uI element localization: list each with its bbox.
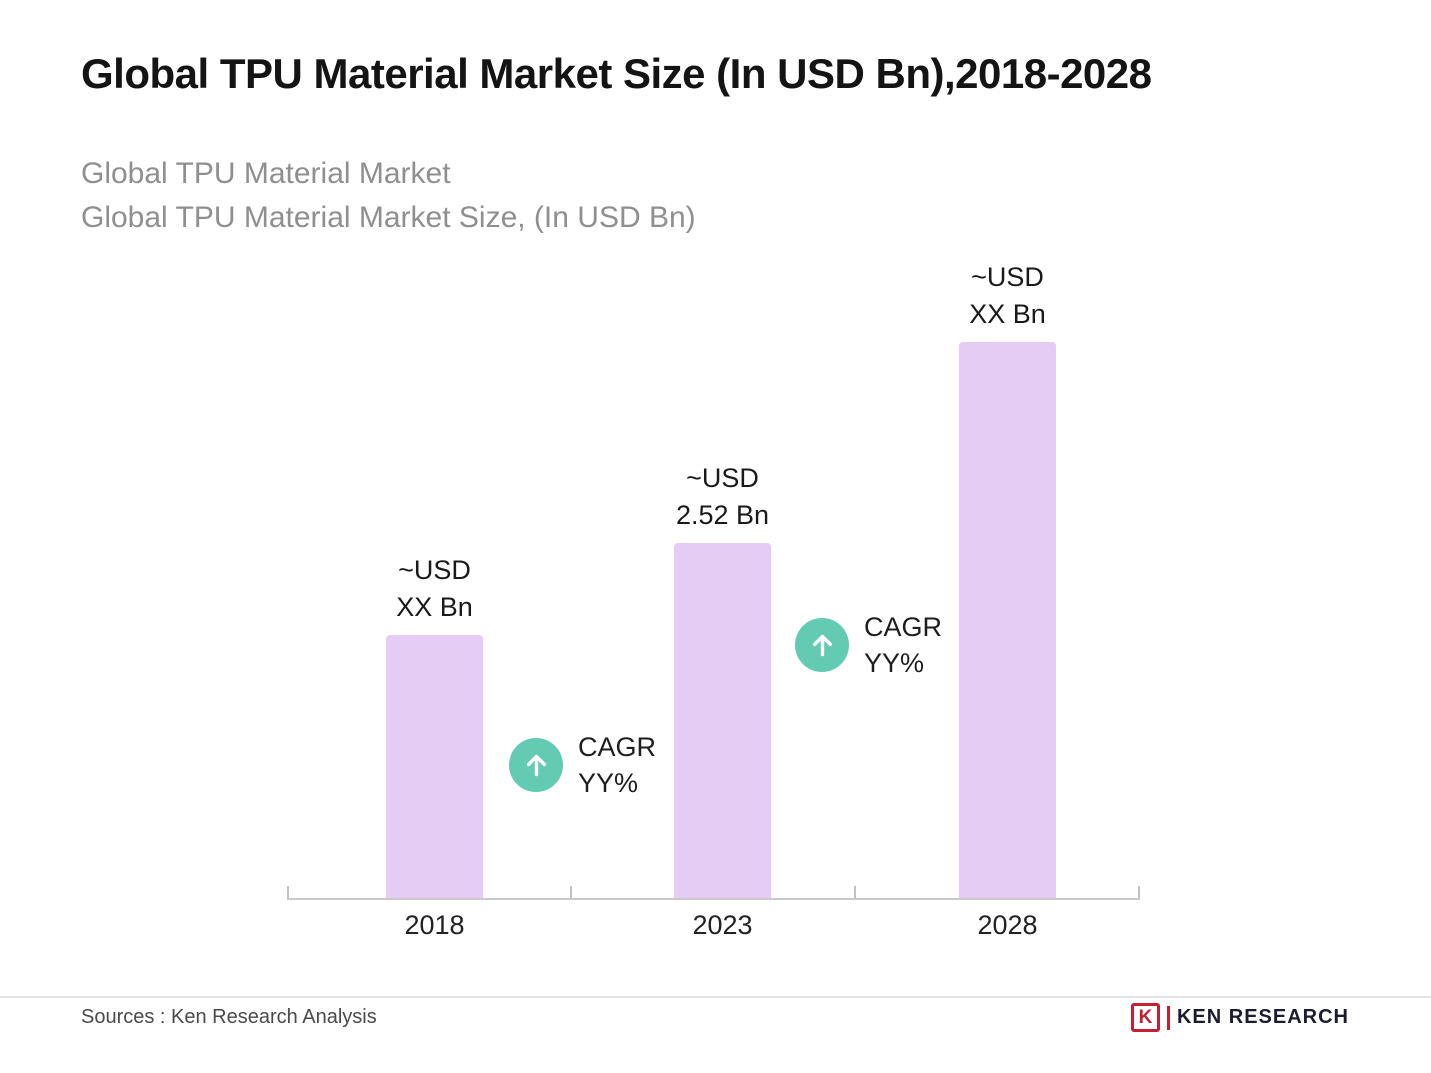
axis-tick	[287, 886, 289, 899]
bar-group-2018: ~USD XX Bn	[386, 552, 483, 898]
cagr-label-line: YY%	[864, 648, 925, 679]
chart-subtitle-line-2: Global TPU Material Market Size, (In USD…	[81, 200, 696, 234]
bar-2028	[959, 342, 1056, 898]
bar-value-label: ~USD XX Bn	[969, 259, 1046, 332]
bar-2018	[386, 635, 483, 898]
logo-divider-bar	[1166, 1005, 1170, 1030]
x-tick-label-2018: 2018	[404, 910, 465, 940]
bar-group-2028: ~USD XX Bn	[959, 259, 1056, 898]
axis-tick	[854, 886, 856, 899]
bar-value-label-line: ~USD	[971, 262, 1044, 293]
ken-research-logo: K KEN RESEARCH	[1130, 1003, 1349, 1032]
x-axis	[287, 898, 1140, 900]
bar-value-label-line: XX Bn	[969, 298, 1046, 329]
footer-divider	[0, 996, 1431, 998]
bar-group-2023: ~USD 2.52 Bn	[674, 460, 771, 898]
x-tick-label-2023: 2023	[692, 910, 753, 940]
bar-value-label: ~USD XX Bn	[396, 552, 473, 625]
source-text: Sources : Ken Research Analysis	[81, 1006, 377, 1028]
ken-research-logo-text: KEN RESEARCH	[1176, 1006, 1349, 1028]
x-tick-label-2028: 2028	[977, 910, 1038, 940]
page-title: Global TPU Material Market Size (In USD …	[81, 50, 1152, 97]
bar-value-label-line: ~USD	[686, 463, 759, 494]
cagr-annotation-1: CAGR YY%	[509, 729, 656, 802]
bar-value-label-line: XX Bn	[396, 591, 473, 622]
cagr-label: CAGR YY%	[578, 729, 656, 802]
cagr-label-line: CAGR	[578, 732, 657, 762]
bar-value-label-line: 2.52 Bn	[675, 499, 770, 530]
axis-tick	[570, 886, 572, 899]
axis-tick	[1138, 886, 1140, 899]
chart-subtitles: Global TPU Material Market Global TPU Ma…	[81, 152, 696, 239]
bar-value-label: ~USD 2.52 Bn	[676, 460, 769, 533]
cagr-label: CAGR YY%	[864, 609, 942, 682]
cagr-label-line: CAGR	[864, 612, 943, 642]
cagr-label-line: YY%	[578, 768, 639, 799]
ken-research-logo-icon: K	[1130, 1003, 1160, 1032]
up-arrow-icon	[509, 738, 563, 793]
chart-subtitle-line-1: Global TPU Material Market	[81, 157, 451, 190]
cagr-annotation-2: CAGR YY%	[795, 609, 942, 682]
bar-chart: ~USD XX Bn ~USD 2.52 Bn ~USD XX Bn	[287, 250, 1140, 970]
up-arrow-icon	[795, 618, 849, 673]
bar-value-label-line: ~USD	[398, 555, 471, 586]
bar-2023	[674, 543, 771, 898]
